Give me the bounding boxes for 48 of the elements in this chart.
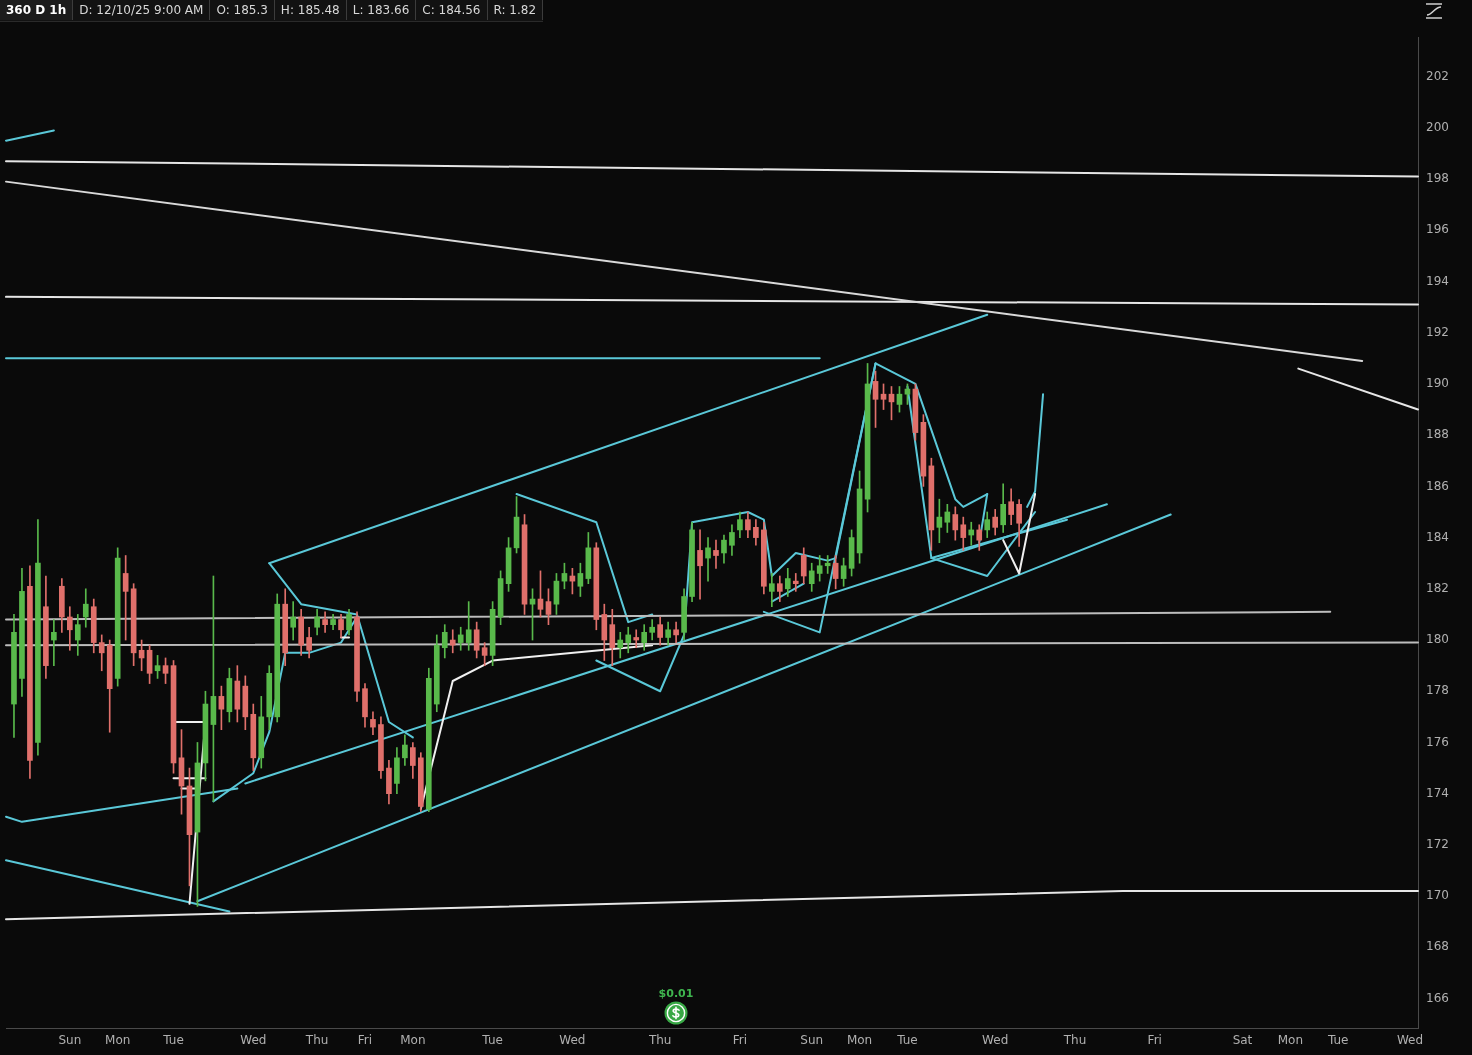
x-tick-label: Wed [559, 1033, 586, 1048]
y-tick-label: 190 [1426, 376, 1449, 391]
x-tick-label: Tue [481, 1033, 503, 1048]
x-tick-label: Thu [304, 1033, 329, 1048]
x-tick-label: Wed [240, 1033, 267, 1048]
x-tick-label: Fri [732, 1033, 748, 1048]
y-tick-label: 202 [1426, 68, 1449, 83]
x-tick-label: Sun [58, 1033, 82, 1048]
text: R: 1.82 [487, 0, 544, 20]
y-tick-label: 196 [1426, 222, 1449, 237]
y-tick-label: 174 [1426, 785, 1449, 800]
x-tick-label: Tue [896, 1033, 918, 1048]
y-tick-label: 186 [1426, 478, 1449, 493]
y-tick-label: 200 [1426, 119, 1449, 134]
text: C: 184.56 [416, 0, 488, 20]
x-tick-label: Wed [1396, 1033, 1424, 1048]
x-tick-label: Mon [1277, 1033, 1304, 1048]
x-tick-label: Mon [846, 1033, 873, 1048]
y-tick-label: 180 [1426, 632, 1449, 647]
text: H: 185.48 [274, 0, 347, 20]
x-tick-label: Thu [647, 1033, 672, 1048]
text: L: 183.66 [346, 0, 417, 20]
x-tick-label: Mon [105, 1033, 131, 1048]
text: O: 185.3 [210, 0, 275, 20]
y-tick-label: 188 [1426, 427, 1449, 442]
y-tick-label: 192 [1426, 324, 1449, 339]
y-tick-label: 176 [1426, 734, 1449, 749]
text: D: 12/10/25 9:00 AM [73, 0, 211, 20]
y-tick-label: 198 [1426, 171, 1449, 186]
y-tick-label: 172 [1426, 837, 1449, 852]
y-tick-label: 194 [1426, 273, 1449, 288]
x-tick-label: Sun [800, 1033, 824, 1048]
x-tick-label: Mon [400, 1033, 426, 1048]
annotation: $0.01 [657, 987, 695, 1000]
x-tick-label: Tue [1326, 1033, 1349, 1048]
y-tick-label: 168 [1426, 939, 1449, 954]
y-tick-label: 182 [1426, 580, 1449, 595]
x-tick-label: Fri [1147, 1033, 1162, 1048]
y-tick-label: 184 [1426, 529, 1449, 544]
x-tick-label: Thu [1062, 1033, 1087, 1048]
chart-title: 360 D 1h [0, 0, 74, 20]
x-tick-label: Sat [1232, 1033, 1253, 1048]
y-tick-label: 178 [1426, 683, 1449, 698]
y-tick-label: 166 [1426, 990, 1449, 1005]
x-tick-label: Wed [982, 1033, 1009, 1048]
x-tick-label: Fri [357, 1033, 373, 1048]
x-tick-label: Tue [162, 1033, 184, 1048]
y-tick-label: 170 [1426, 888, 1449, 903]
